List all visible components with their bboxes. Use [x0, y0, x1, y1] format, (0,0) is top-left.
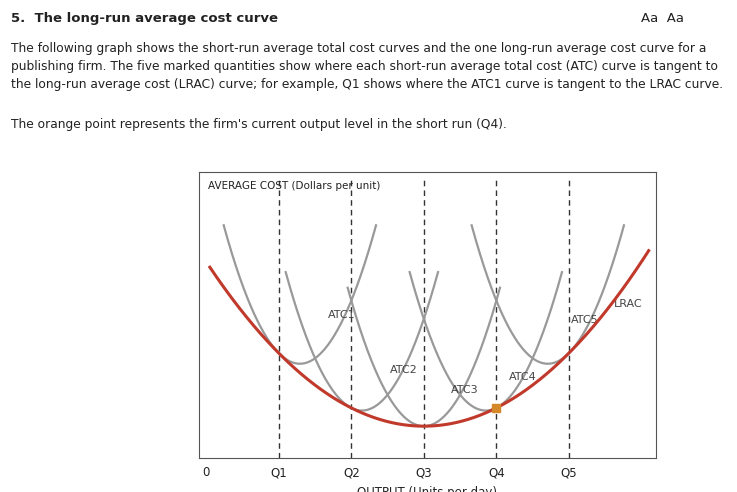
Text: 0: 0 [203, 466, 210, 479]
Text: Q5: Q5 [561, 466, 577, 479]
Text: ATC4: ATC4 [509, 372, 537, 382]
Text: ATC3: ATC3 [451, 386, 479, 396]
Text: The following graph shows the short-run average total cost curves and the one lo: The following graph shows the short-run … [11, 42, 723, 91]
Text: OUTPUT (Units per day): OUTPUT (Units per day) [357, 486, 497, 492]
Text: 5.  The long-run average cost curve: 5. The long-run average cost curve [11, 12, 278, 25]
Text: ATC1: ATC1 [327, 310, 355, 320]
Text: AVERAGE COST (Dollars per unit): AVERAGE COST (Dollars per unit) [208, 181, 380, 191]
Text: ATC2: ATC2 [389, 366, 417, 375]
Text: Q3: Q3 [416, 466, 432, 479]
Text: Aa  Aa: Aa Aa [641, 12, 684, 25]
Text: Q2: Q2 [343, 466, 360, 479]
Text: LRAC: LRAC [614, 299, 643, 308]
Text: Q1: Q1 [270, 466, 287, 479]
Text: ATC5: ATC5 [571, 315, 598, 325]
Text: Q4: Q4 [488, 466, 505, 479]
Text: The orange point represents the firm's current output level in the short run (Q4: The orange point represents the firm's c… [11, 118, 507, 131]
